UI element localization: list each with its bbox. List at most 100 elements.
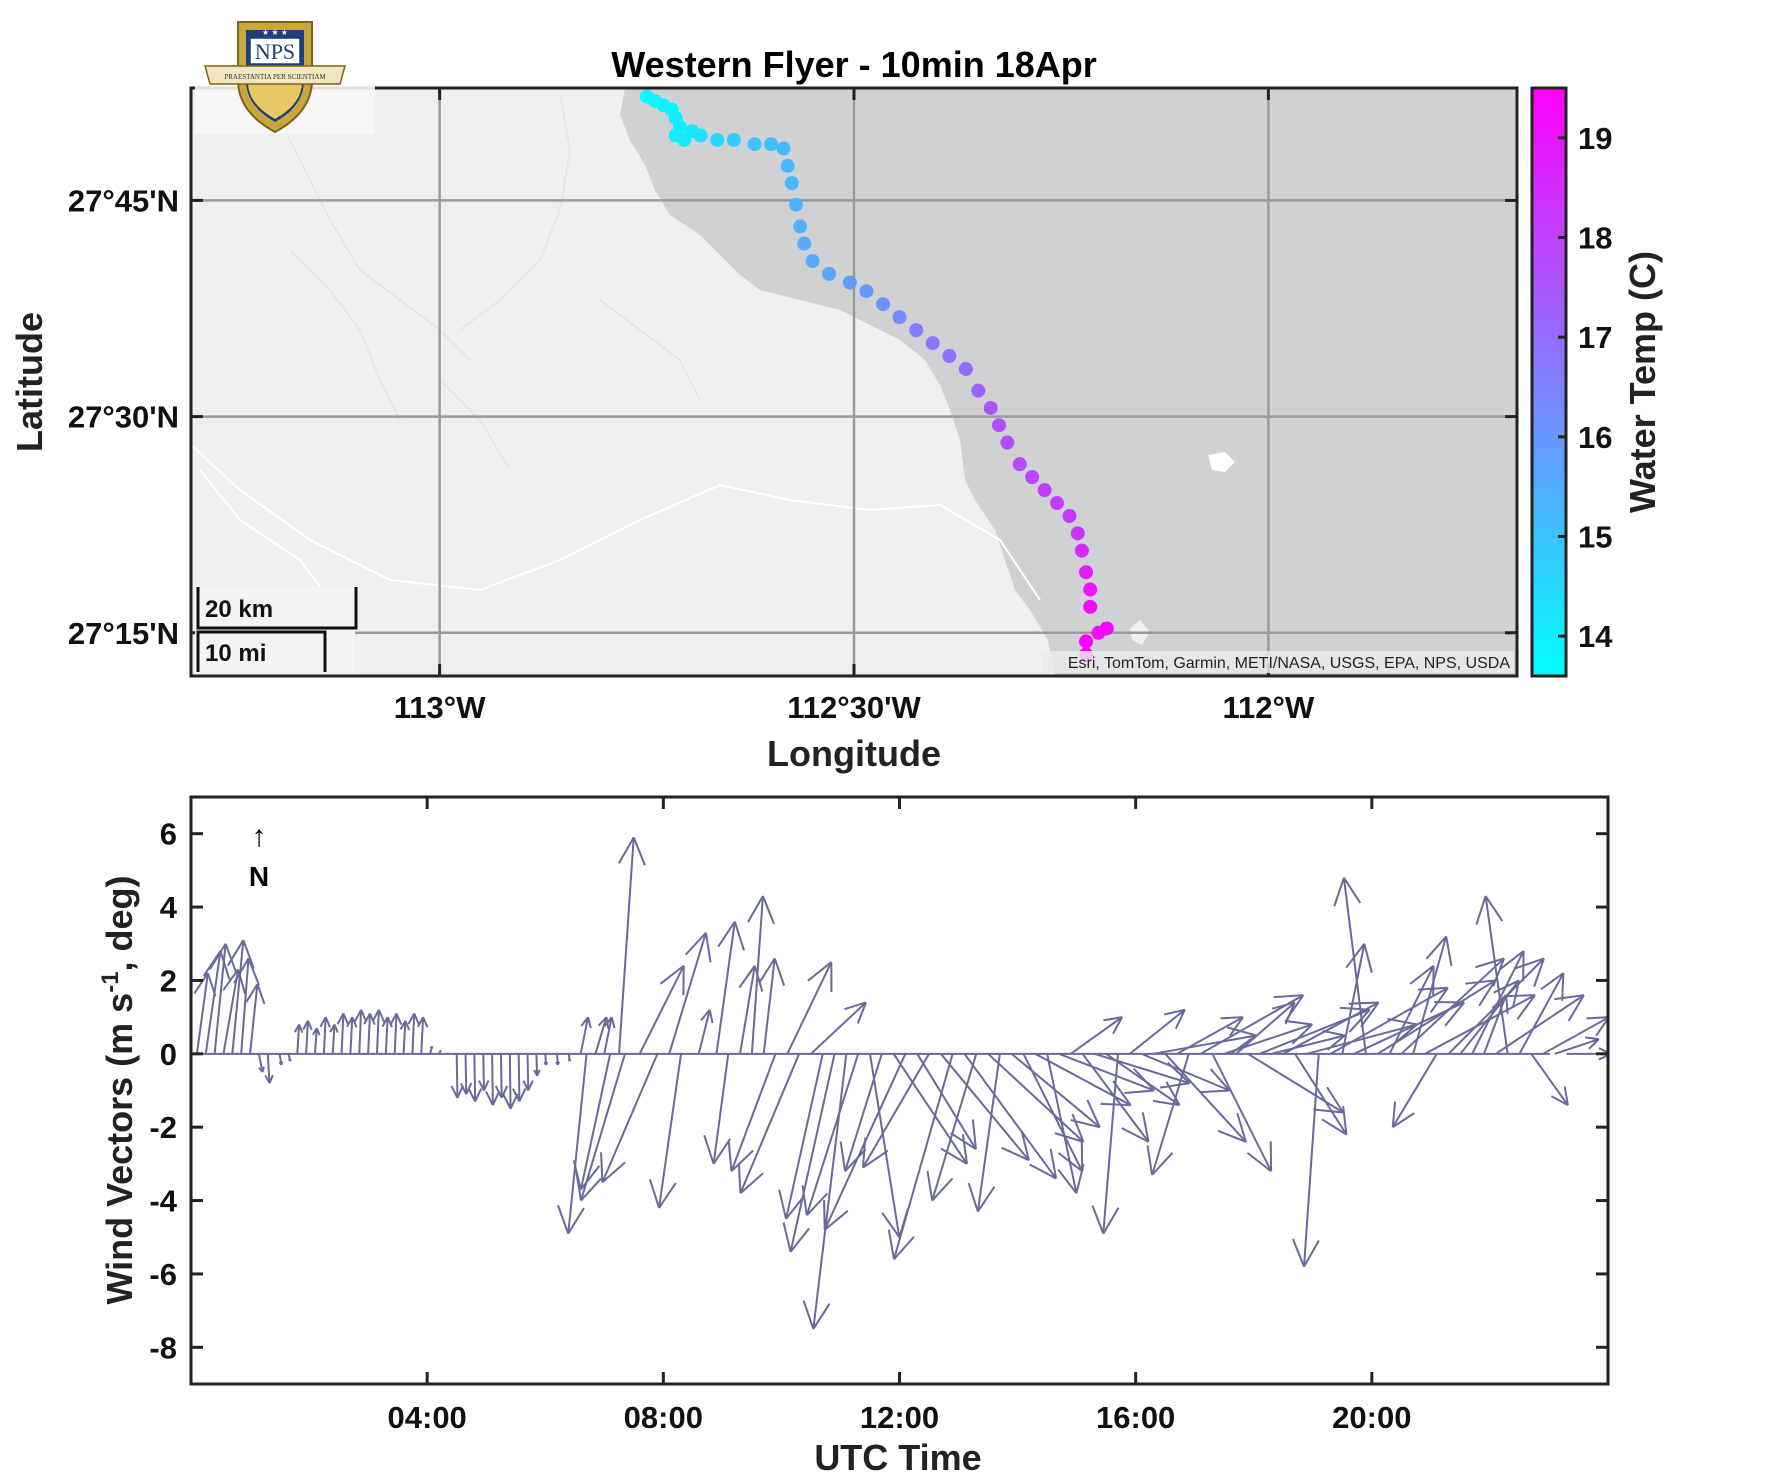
wind-vector (226, 939, 255, 1054)
wind-vector (801, 1053, 860, 1216)
wind-vector (438, 1049, 442, 1055)
island (1208, 452, 1235, 472)
wind-vector (329, 1023, 339, 1054)
wind-vector (467, 1053, 483, 1102)
wind-vector (1377, 979, 1496, 1055)
map-panel: 113°W 112°30'W 112°W27°15'N27°30'N27°45'N … (68, 21, 1519, 725)
wind-ytick-label: -4 (149, 1184, 177, 1219)
map-attribution: Esri, TomTom, Garmin, METI/NASA, USGS, E… (1068, 655, 1510, 672)
wind-vector (987, 1053, 1085, 1143)
track-point (764, 137, 779, 152)
wind-vector (887, 1053, 954, 1260)
wind-xtick-label: 04:00 (388, 1400, 467, 1435)
map-xtick-label: 112°30'W (787, 690, 921, 725)
track-point (1083, 599, 1098, 614)
track-point (784, 176, 799, 191)
track-point (1074, 543, 1089, 558)
wind-vector (257, 1053, 265, 1073)
map-xtick-label: 113°W (394, 690, 486, 725)
wind-vector (1223, 1019, 1313, 1055)
wind-vector (567, 1053, 572, 1062)
wind-xtick-label: 16:00 (1096, 1400, 1175, 1435)
wind-vector (967, 1053, 1001, 1213)
track-point (793, 219, 808, 234)
wind-vector (302, 1020, 313, 1054)
colorbar-label: Water Temp (C) (1622, 251, 1663, 513)
track-point (842, 275, 857, 290)
map-xlabel: Longitude (767, 733, 941, 774)
rivers (269, 94, 701, 471)
wind-vector (1391, 1053, 1438, 1129)
wind-vector (245, 983, 266, 1054)
wind-vector (478, 1053, 490, 1091)
wind-vector (738, 965, 764, 1054)
nps-logo: NPS PRAESTANTIA PER SCIENTIAM ★ ★ ★ (195, 21, 375, 134)
wind-vector (940, 1053, 1030, 1162)
map-ytick-label: 27°30'N (68, 400, 179, 435)
wind-ytick-label: 0 (160, 1037, 177, 1072)
roads (191, 444, 1041, 601)
wind-vector (346, 1016, 358, 1054)
wind-vector (416, 1016, 429, 1054)
track-point (797, 236, 812, 251)
wind-vector (1518, 972, 1565, 1055)
logo-text: NPS (255, 39, 295, 64)
wind-ytick-label: -2 (149, 1110, 177, 1145)
wind-vector (782, 1053, 836, 1253)
colorbar-gradient (1530, 86, 1568, 678)
wind-vector (1176, 1016, 1244, 1055)
wind-vector (233, 957, 260, 1054)
wind-vector (727, 1053, 777, 1172)
wind-vector (786, 961, 833, 1055)
wind-vector (668, 932, 712, 1055)
track-point (1070, 526, 1085, 541)
colorbar-tick-label: 17 (1578, 320, 1612, 355)
track-point (1062, 509, 1077, 524)
wind-ylabel-sup: -1 (97, 971, 124, 992)
scalebar-mi-label: 10 mi (205, 640, 266, 667)
wind-vector (209, 943, 237, 1054)
north-arrow-icon: ↑ (252, 820, 267, 853)
wind-vector (697, 1009, 714, 1055)
wind-vector (287, 1053, 292, 1062)
track-point (1037, 483, 1052, 498)
wind-vector (264, 1053, 274, 1084)
wind-vector (1146, 1053, 1190, 1176)
wind-vector (1164, 1053, 1247, 1143)
wind-vector (638, 964, 685, 1055)
track-point (1050, 496, 1065, 511)
wind-vector (715, 921, 745, 1054)
wind-vector (1412, 935, 1453, 1055)
wind-ytick-label: 6 (160, 817, 177, 852)
wind-ylabel-main: Wind Vectors (m s (99, 993, 140, 1305)
track-point (983, 400, 998, 415)
colorbar: 14 15 16 17 18 19 Water Temp (C) (1530, 86, 1663, 678)
track-point (1091, 625, 1106, 640)
wind-vector (336, 1012, 350, 1054)
wind-vector (381, 1016, 393, 1054)
wind-vector (747, 895, 775, 1054)
track-point (1025, 470, 1040, 485)
track-point (992, 418, 1007, 433)
track-point (1083, 582, 1098, 597)
wind-vector (363, 1012, 376, 1054)
scale-bar: 20 km 10 mi (195, 587, 358, 673)
track-point (1000, 435, 1015, 450)
track-point (710, 132, 725, 147)
wind-xtick-label: 20:00 (1332, 1400, 1411, 1435)
logo-motto: PRAESTANTIA PER SCIENTIAM (224, 73, 326, 81)
scalebar-km-label: 20 km (205, 596, 273, 623)
wind-vector (557, 1053, 588, 1235)
wind-vector (1129, 1008, 1186, 1055)
wind-vector (1081, 1053, 1150, 1143)
map-ticks: 113°W 112°30'W 112°W 27°15'N 27°30'N 27°45'N (68, 88, 1517, 725)
wind-vectors (193, 836, 1608, 1330)
map-ytick-label: 27°45'N (68, 183, 179, 218)
figure-title: Western Flyer - 10min 18Apr (611, 44, 1097, 85)
wind-vector (618, 836, 646, 1054)
wind-vector (892, 1053, 968, 1165)
track-point (747, 137, 762, 152)
wind-vector (575, 1053, 626, 1202)
